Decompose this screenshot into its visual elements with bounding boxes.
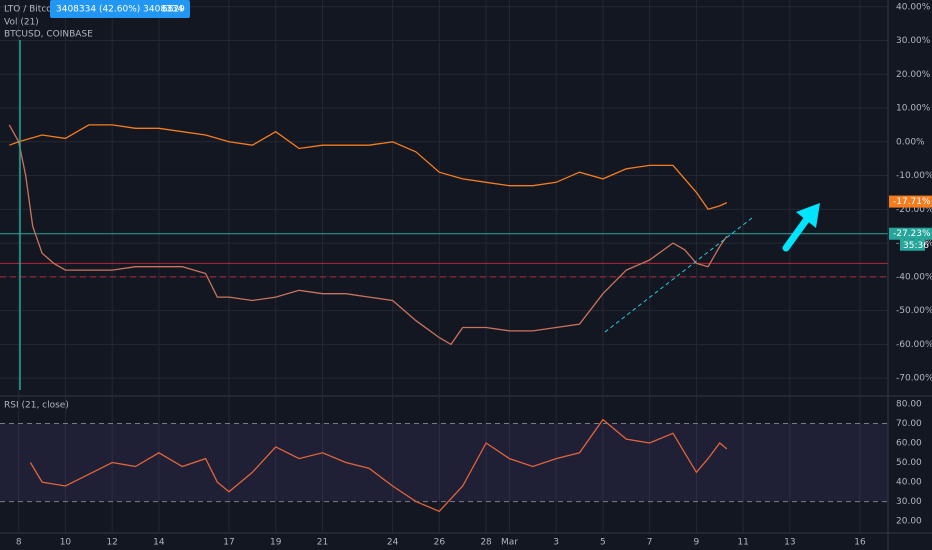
countdown: 35:36: [903, 241, 929, 251]
y-tick-label: -40.00%: [896, 272, 932, 282]
series-line: [8, 124, 728, 346]
x-tick-label: 28: [480, 538, 492, 548]
band-layer: [0, 233, 888, 503]
x-tick-label: 3: [553, 538, 559, 548]
y-tick-label: -20.00%: [896, 205, 932, 215]
x-tick-label: 16: [854, 538, 866, 548]
y-tick-label: 80.00: [896, 400, 922, 410]
x-tick-label: 10: [60, 538, 72, 548]
grid-layer: [0, 0, 888, 532]
rsi-title: RSI (21, close): [4, 401, 69, 411]
x-tick-label: 5: [600, 538, 606, 548]
x-tick-label: 7: [647, 538, 653, 548]
y-tick-label: 30.00: [896, 497, 922, 507]
x-tick-label: 14: [153, 538, 165, 548]
y-tick-label: 20.00%: [896, 70, 931, 80]
x-tick-label: 19: [270, 538, 282, 548]
y-tick-label: 50.00: [896, 458, 922, 468]
rsi-band: [0, 423, 888, 502]
x-tick-label: 21: [317, 538, 328, 548]
y-tick-label: 30.00%: [896, 36, 931, 46]
countdown-box: [900, 239, 925, 251]
ohlc-values: 3408334 (42.60%) 3408334: [56, 5, 184, 15]
y-tick-label: 10.00%: [896, 104, 931, 114]
x-tick-label: 13: [784, 538, 795, 548]
y-tick-label: -50.00%: [896, 306, 932, 316]
ohlc-extra: 6829: [162, 5, 185, 15]
x-tick-label: 8: [16, 538, 22, 548]
y-tick-label: 40.00: [896, 478, 922, 488]
compare-symbol: BTCUSD, COINBASE: [4, 30, 93, 40]
x-tick-label: 9: [694, 538, 700, 548]
price-label-box: [889, 227, 932, 240]
x-tick-label: 11: [737, 538, 748, 548]
y-tick-label: 40.00%: [896, 2, 931, 12]
line-layer: [8, 124, 728, 513]
y-tick-label: -10.00%: [896, 171, 932, 181]
x-tick-label: Mar: [501, 538, 518, 548]
trend-line: [604, 217, 753, 333]
y-tick-label: 70.00: [896, 419, 922, 429]
y-tick-label: -70.00%: [896, 374, 932, 384]
series-line: [9, 124, 728, 211]
ohlc-box: [50, 0, 190, 18]
price-label: -27.23%: [893, 229, 931, 239]
x-tick-label: 24: [387, 538, 399, 548]
x-tick-label: 12: [106, 538, 117, 548]
price-label: -17.71%: [893, 197, 931, 207]
y-tick-label: -60.00%: [896, 340, 932, 350]
series-line: [29, 418, 728, 513]
y-tick-label: 20.00: [896, 517, 922, 527]
y-tick-label: 0.00%: [896, 137, 925, 147]
y-tick-label: 60.00: [896, 439, 922, 449]
arrow: [782, 203, 820, 252]
price-label-box: [889, 195, 932, 208]
volume-label: Vol (21): [4, 18, 39, 28]
x-tick-label: 17: [223, 538, 234, 548]
x-tick-label: 26: [434, 538, 446, 548]
